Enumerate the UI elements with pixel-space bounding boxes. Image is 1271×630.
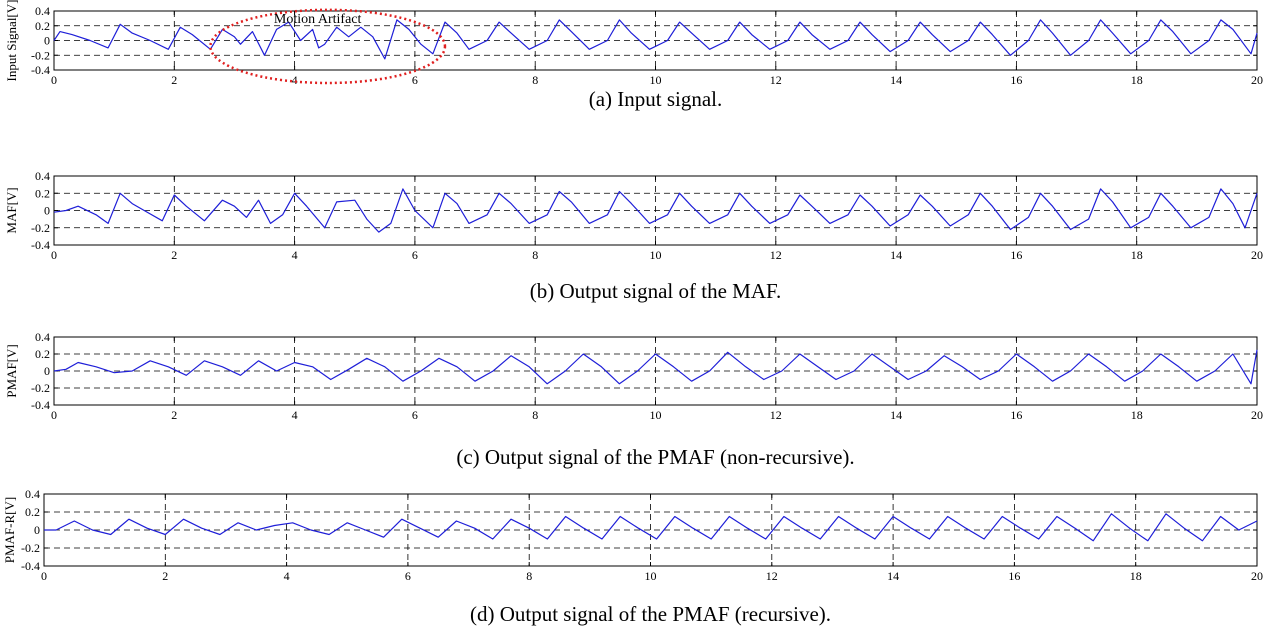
chart-panel-3: 0 2 4 6 8 10 12 14 16 18 20-0.4-0.200.20.4PMAF-R[V… <box>2 487 1263 626</box>
x-tick-label: 14 <box>890 408 902 422</box>
y-tick-label: 0.4 <box>35 4 50 18</box>
y-tick-label: -0.2 <box>31 221 50 235</box>
series-line <box>53 19 1258 60</box>
x-tick-label: 2 <box>171 73 177 87</box>
x-tick-label: 16 <box>1010 73 1022 87</box>
y-tick-label: 0.2 <box>35 186 50 200</box>
y-tick-label: 0.2 <box>35 19 50 33</box>
y-tick-label: 0.4 <box>25 487 40 501</box>
x-tick-label: 2 <box>162 569 168 583</box>
x-tick-label: 16 <box>1008 569 1020 583</box>
x-tick-label: 18 <box>1130 569 1142 583</box>
x-tick-label: 20 <box>1251 569 1263 583</box>
x-tick-label: 18 <box>1131 408 1143 422</box>
x-tick-label: 20 <box>1251 248 1263 262</box>
chart-panel-2: 0 2 4 6 8 10 12 14 16 18 20-0.4-0.200.20.4PMAF[V](… <box>4 330 1263 469</box>
y-tick-label: -0.4 <box>31 238 50 252</box>
x-tick-label: 20 <box>1251 408 1263 422</box>
x-tick-label: 16 <box>1010 408 1022 422</box>
x-tick-label: 16 <box>1010 248 1022 262</box>
series-line <box>44 513 1258 542</box>
y-tick-label: -0.4 <box>31 63 50 77</box>
y-axis-label: PMAF-R[V] <box>2 497 17 563</box>
x-tick-label: 10 <box>650 408 662 422</box>
x-tick-label: 0 <box>41 569 47 583</box>
y-tick-label: 0.2 <box>35 347 50 361</box>
x-tick-label: 4 <box>284 569 290 583</box>
y-tick-label: 0 <box>44 204 50 218</box>
x-tick-label: 18 <box>1131 248 1143 262</box>
x-tick-label: 12 <box>770 73 782 87</box>
y-tick-label: 0.2 <box>25 505 40 519</box>
x-tick-label: 6 <box>412 408 418 422</box>
x-tick-label: 10 <box>645 569 657 583</box>
y-tick-label: 0 <box>44 364 50 378</box>
y-tick-label: 0 <box>44 34 50 48</box>
x-tick-label: 8 <box>532 248 538 262</box>
x-tick-label: 12 <box>770 408 782 422</box>
x-tick-label: 0 <box>51 73 57 87</box>
y-tick-label: -0.2 <box>31 48 50 62</box>
x-tick-label: 4 <box>292 408 298 422</box>
chart-caption: (a) Input signal. <box>589 87 723 111</box>
x-tick-label: 10 <box>650 248 662 262</box>
series-line <box>53 188 1258 233</box>
y-tick-label: -0.2 <box>21 541 40 555</box>
x-tick-label: 2 <box>171 248 177 262</box>
x-tick-label: 8 <box>532 73 538 87</box>
series-line <box>53 349 1258 385</box>
x-tick-label: 0 <box>51 408 57 422</box>
x-tick-label: 18 <box>1131 73 1143 87</box>
x-tick-label: 6 <box>412 73 418 87</box>
x-tick-label: 14 <box>890 248 902 262</box>
chart-panel-1: 0 2 4 6 8 10 12 14 16 18 20-0.4-0.200.20.4MAF[V](b… <box>4 169 1263 303</box>
x-tick-label: 20 <box>1251 73 1263 87</box>
y-axis-label: MAF[V] <box>4 187 19 233</box>
x-tick-label: 10 <box>650 73 662 87</box>
chart-caption: (d) Output signal of the PMAF (recursive… <box>470 602 831 626</box>
annotation-ellipse <box>209 8 447 85</box>
x-tick-label: 6 <box>405 569 411 583</box>
x-tick-label: 6 <box>412 248 418 262</box>
x-tick-label: 14 <box>890 73 902 87</box>
x-tick-label: 2 <box>171 408 177 422</box>
x-tick-label: 4 <box>292 73 298 87</box>
y-tick-label: 0.4 <box>35 169 50 183</box>
x-tick-label: 0 <box>51 248 57 262</box>
x-tick-label: 8 <box>526 569 532 583</box>
x-tick-label: 4 <box>292 248 298 262</box>
x-tick-label: 12 <box>766 569 778 583</box>
y-tick-label: -0.4 <box>31 398 50 412</box>
y-tick-label: -0.2 <box>31 381 50 395</box>
y-tick-label: 0 <box>34 523 40 537</box>
x-tick-label: 12 <box>770 248 782 262</box>
y-tick-label: -0.4 <box>21 559 40 573</box>
y-axis-label: PMAF[V] <box>4 344 19 397</box>
x-tick-label: 14 <box>887 569 899 583</box>
chart-caption: (b) Output signal of the MAF. <box>530 279 781 303</box>
y-tick-label: 0.4 <box>35 330 50 344</box>
x-tick-label: 8 <box>532 408 538 422</box>
chart-caption: (c) Output signal of the PMAF (non-recur… <box>456 445 854 469</box>
annotation-label: Motion Artifact <box>274 12 362 27</box>
y-axis-label: Input Signal[V] <box>4 0 19 81</box>
